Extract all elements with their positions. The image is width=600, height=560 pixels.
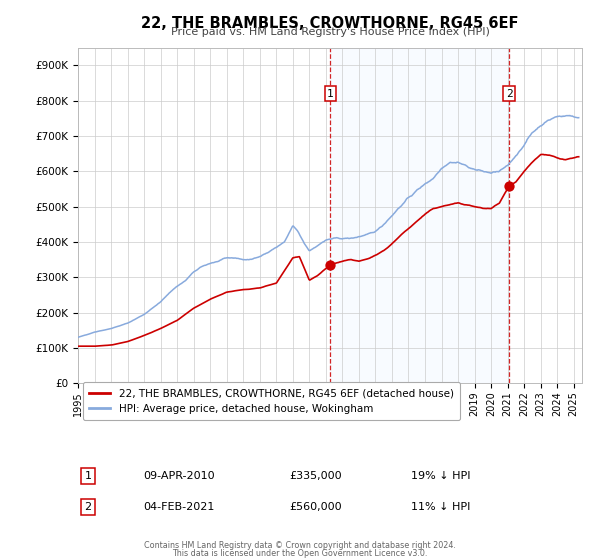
Text: 22, THE BRAMBLES, CROWTHORNE, RG45 6EF: 22, THE BRAMBLES, CROWTHORNE, RG45 6EF	[141, 16, 519, 31]
Legend: 22, THE BRAMBLES, CROWTHORNE, RG45 6EF (detached house), HPI: Average price, det: 22, THE BRAMBLES, CROWTHORNE, RG45 6EF (…	[83, 382, 460, 420]
Text: 19% ↓ HPI: 19% ↓ HPI	[410, 472, 470, 481]
Text: This data is licensed under the Open Government Licence v3.0.: This data is licensed under the Open Gov…	[172, 549, 428, 558]
Point	[504, 181, 514, 190]
Text: £560,000: £560,000	[290, 502, 343, 512]
Text: 2: 2	[506, 88, 512, 99]
Text: 1: 1	[327, 88, 334, 99]
Text: Contains HM Land Registry data © Crown copyright and database right 2024.: Contains HM Land Registry data © Crown c…	[144, 541, 456, 550]
Text: 04-FEB-2021: 04-FEB-2021	[143, 502, 215, 512]
Text: 11% ↓ HPI: 11% ↓ HPI	[410, 502, 470, 512]
Text: 2: 2	[85, 502, 92, 512]
Bar	[331, 48, 509, 383]
Point	[326, 260, 335, 269]
Text: Price paid vs. HM Land Registry's House Price Index (HPI): Price paid vs. HM Land Registry's House …	[170, 27, 490, 37]
Text: £335,000: £335,000	[290, 472, 343, 481]
Text: 1: 1	[85, 472, 92, 481]
Text: 09-APR-2010: 09-APR-2010	[143, 472, 215, 481]
